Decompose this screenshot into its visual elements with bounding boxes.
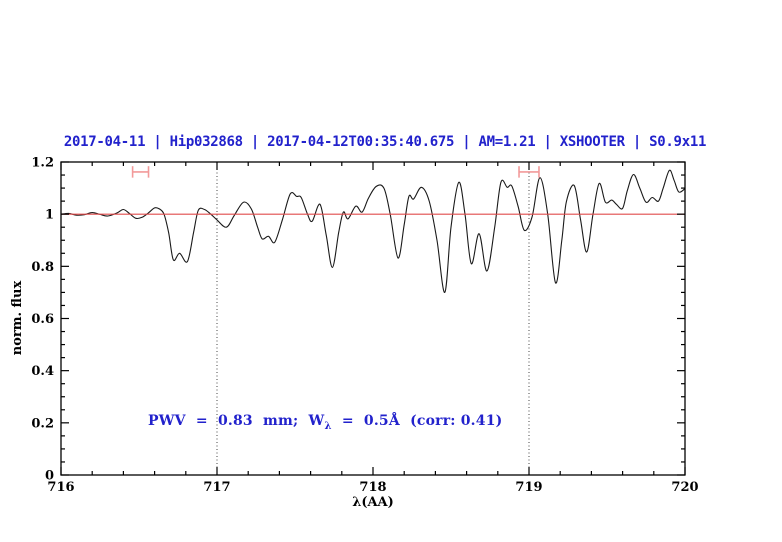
y-axis-label: norm. flux <box>10 280 25 356</box>
pwv-annotation-sub: λ <box>324 420 332 432</box>
svg-text:0.4: 0.4 <box>31 364 54 379</box>
pwv-annotation: PWV = 0.83 mm; Wλ = 0.5Å (corr: 0.41) <box>148 413 502 432</box>
svg-text:0: 0 <box>45 469 54 484</box>
svg-text:0.6: 0.6 <box>31 312 54 327</box>
plot-title: 2017-04-11 | Hip032868 | 2017-04-12T00:3… <box>63 134 707 150</box>
svg-text:717: 717 <box>203 480 230 495</box>
x-axis-label: λ(AA) <box>352 495 394 510</box>
svg-text:1.2: 1.2 <box>31 156 54 171</box>
svg-text:716: 716 <box>47 480 74 495</box>
svg-text:720: 720 <box>671 480 698 495</box>
svg-text:0.8: 0.8 <box>31 260 54 275</box>
pwv-annotation-pre: PWV = 0.83 mm; W <box>148 413 325 429</box>
svg-text:1: 1 <box>45 208 54 223</box>
svg-text:718: 718 <box>359 480 386 495</box>
svg-text:0.2: 0.2 <box>31 416 54 431</box>
pwv-annotation-post: = 0.5Å (corr: 0.41) <box>331 413 503 429</box>
svg-text:719: 719 <box>515 480 542 495</box>
